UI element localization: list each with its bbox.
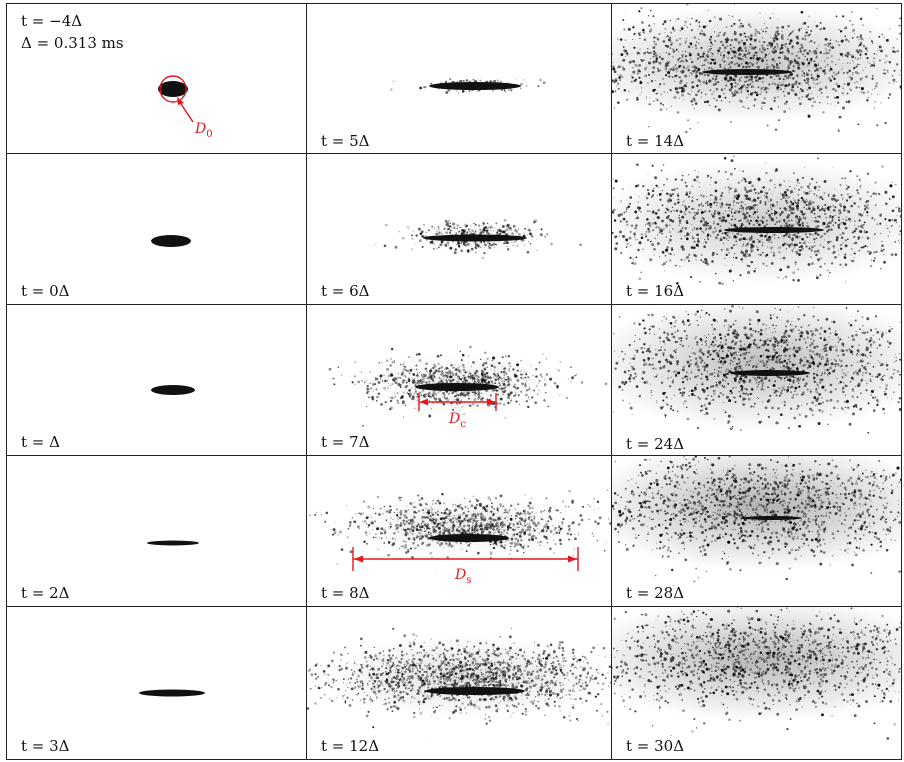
spray-scene [374, 217, 582, 260]
spray-scene [612, 4, 901, 134]
frame-t-5: t = 5Δ [306, 3, 612, 154]
droplet-scene [139, 689, 205, 697]
frame-label: t = 3Δ [21, 737, 70, 755]
frame-label: t = 5Δ [321, 132, 370, 150]
dc-marker [418, 393, 497, 411]
dc-annotation: Dc [449, 411, 466, 430]
frame-t-6: t = 6Δ [306, 153, 612, 305]
frame-t-28: t = 28Δ [611, 455, 902, 607]
droplet-scene [151, 235, 191, 247]
frame-label: t = 6Δ [321, 282, 370, 300]
spray-scene [612, 607, 901, 740]
frame-label: t = 16Δ [626, 282, 685, 300]
frame-t-7: Dc t = 7Δ [306, 304, 612, 456]
spray-scene [612, 155, 901, 286]
frame-label: t = 12Δ [321, 737, 380, 755]
frame-label: t = 14Δ [626, 132, 685, 150]
spray-scene [328, 345, 608, 427]
frame-t-16: t = 16Δ [611, 153, 902, 305]
frame-t-8: Ds t = 8Δ [306, 455, 612, 607]
time-header: t = −4Δ [21, 12, 83, 30]
spray-scene [390, 78, 546, 94]
ds-marker [352, 547, 579, 571]
d0-annotation: D0 [195, 121, 213, 140]
spray-scene [307, 627, 611, 738]
frame-label: t = 0Δ [21, 282, 70, 300]
frame-t-24: t = 24Δ [611, 304, 902, 456]
frame-label: t = 8Δ [321, 584, 370, 602]
frame-label: t = 24Δ [626, 435, 685, 453]
droplet-scene [147, 540, 199, 546]
frame-t-14: t = 14Δ [611, 3, 902, 154]
frame-t-3: t = 3Δ [6, 606, 307, 760]
frame-label: t = 30Δ [626, 737, 685, 755]
frame-t-minus-4: t = −4Δ Δ = 0.313 ms D0 [6, 3, 307, 154]
frame-t-12: t = 12Δ [306, 606, 612, 760]
frame-label: t = 28Δ [626, 584, 685, 602]
frame-label: t = Δ [21, 433, 60, 451]
frame-label: t = 7Δ [321, 433, 370, 451]
ds-annotation: Ds [455, 567, 472, 586]
frame-grid: t = −4Δ Δ = 0.313 ms D0 t = 0Δ t = Δ t =… [6, 3, 902, 760]
droplet-scene [151, 385, 195, 395]
spray-scene [309, 489, 611, 572]
delta-header: Δ = 0.313 ms [21, 34, 124, 52]
spray-scene [612, 305, 901, 434]
frame-t-2: t = 2Δ [6, 455, 307, 607]
droplet-scene [158, 75, 194, 123]
frame-t-30: t = 30Δ [611, 606, 902, 760]
spray-scene [612, 456, 901, 586]
frame-label: t = 2Δ [21, 584, 70, 602]
frame-t-0: t = 0Δ [6, 153, 307, 305]
frame-t-1: t = Δ [6, 304, 307, 456]
